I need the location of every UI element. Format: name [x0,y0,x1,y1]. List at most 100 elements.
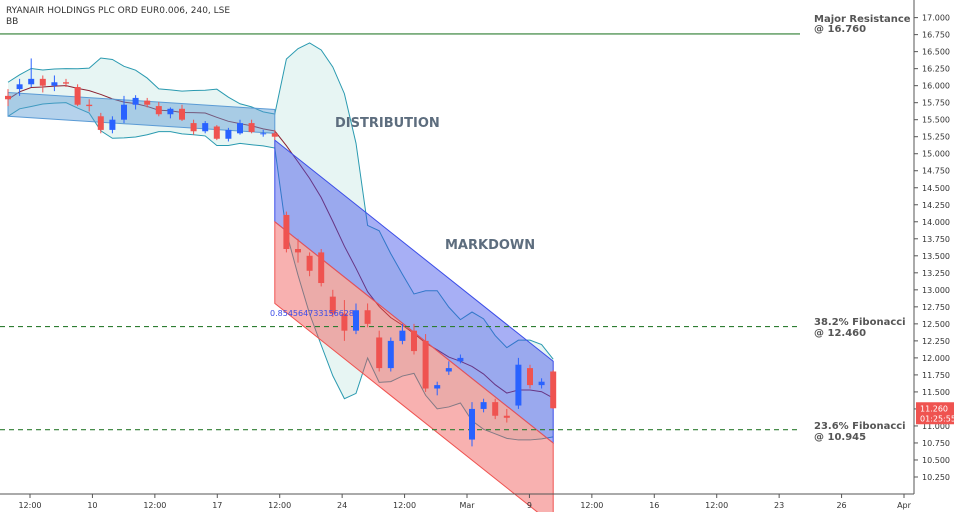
x-tick-label: 17 [212,501,222,510]
x-tick-label: Apr [897,501,912,510]
y-tick-label: 13.750 [922,235,950,244]
band-upper [7,42,554,360]
x-tick-label: 12:00 [268,501,291,510]
candle-body [202,123,209,132]
candle-body [248,123,255,132]
candle-body [144,100,151,105]
x-tick-label: 12:00 [143,501,166,510]
y-tick-label: 17.000 [922,14,950,23]
candle-body [39,78,46,86]
y-tick-label: 10.250 [922,473,950,482]
y-tick-label: 14.000 [922,218,950,227]
y-tick-label: 14.250 [922,201,950,210]
candle-body [550,371,557,409]
y-tick-label: 14.750 [922,167,950,176]
price-tag-countdown: 01:25:55 [920,414,954,423]
candle-body [295,249,301,253]
x-tick-label: 16 [649,501,659,510]
y-tick-label: 16.250 [922,65,950,74]
y-tick-label: 11.000 [922,422,950,431]
candle-body [376,337,383,369]
y-tick-label: 13.500 [922,252,950,261]
candle-body [527,368,533,386]
y-tick-label: 13.000 [922,286,950,295]
level-value-fib382: @ 12.460 [814,328,866,339]
x-tick-label: 12:00 [18,501,41,510]
candle-body [16,84,23,90]
candle-body [179,108,185,120]
ratio-label: 0.854564733156628 [270,309,354,318]
candlesticks [5,58,557,447]
level-title-fib236: 23.6% Fibonacci [814,421,906,432]
candle-body [399,330,406,341]
candle-body [538,381,545,386]
y-tick-label: 15.750 [922,99,950,108]
candle-body [225,129,232,139]
candle-body [492,402,499,416]
candle-body [260,133,267,135]
price-tag: 11.260 01:25:55 [916,402,954,425]
y-tick-label: 12.500 [922,320,950,329]
candle-body [63,82,69,84]
candle-body [329,296,336,314]
candle-body [318,252,325,284]
y-tick-label: 12.750 [922,303,950,312]
candle-body [341,313,348,331]
candle-body [51,82,58,86]
candle-body [434,385,441,389]
candle-body [515,364,522,406]
candle-body [74,87,81,105]
level-title-resistance: Major Resistance [814,14,911,25]
y-tick-label: 15.250 [922,133,950,142]
y-tick-label: 16.750 [922,31,950,40]
y-tick-label: 10.500 [922,456,950,465]
candle-body [132,97,139,105]
candle-body [283,214,290,249]
candle-body [353,310,359,331]
candle-body [445,368,452,372]
y-tick-label: 12.250 [922,337,950,346]
level-title-fib382: 38.2% Fibonacci [814,317,906,328]
y-tick-label: 10.750 [922,439,950,448]
candle-body [237,123,243,134]
markdown-label: MARKDOWN [445,238,535,253]
level-value-resistance: @ 16.760 [814,24,866,35]
chart-title: RYANAIR HOLDINGS PLC ORD EUR0.006, 240, … [6,6,230,16]
x-tick-label: 24 [337,501,347,510]
y-tick-label: 16.000 [922,82,950,91]
x-tick-label: 12:00 [705,501,728,510]
candle-body [190,123,197,132]
candle-body [28,78,35,85]
distribution-label: DISTRIBUTION [335,116,440,131]
candle-body [469,408,475,440]
y-tick-label: 12.000 [922,354,950,363]
candle-body [457,357,464,362]
x-tick-label: 26 [836,501,846,510]
x-tick-label: 12:00 [580,501,603,510]
candle-body [411,330,417,352]
y-tick-label: 11.500 [922,388,950,397]
candle-body [97,116,104,130]
candle-body [271,133,278,137]
y-tick-label: 16.500 [922,48,950,57]
candle-body [155,106,162,115]
candle-body [86,104,93,107]
price-levels [0,33,800,431]
level-value-fib236: @ 10.945 [814,432,866,443]
candle-body [121,104,127,120]
channel-2 [274,220,554,512]
y-tick-label: 15.500 [922,116,950,125]
y-tick-label: 15.000 [922,150,950,159]
candle-body [503,415,510,418]
candle-body [167,108,174,115]
candle-body [306,255,313,271]
candle-body [422,340,429,389]
y-tick-label: 11.750 [922,371,950,380]
candle-body [387,340,394,369]
x-tick-label: 9 [527,501,532,510]
candle-body [109,119,116,130]
x-tick-label: Mar [459,501,475,510]
x-tick-label: 23 [774,501,784,510]
